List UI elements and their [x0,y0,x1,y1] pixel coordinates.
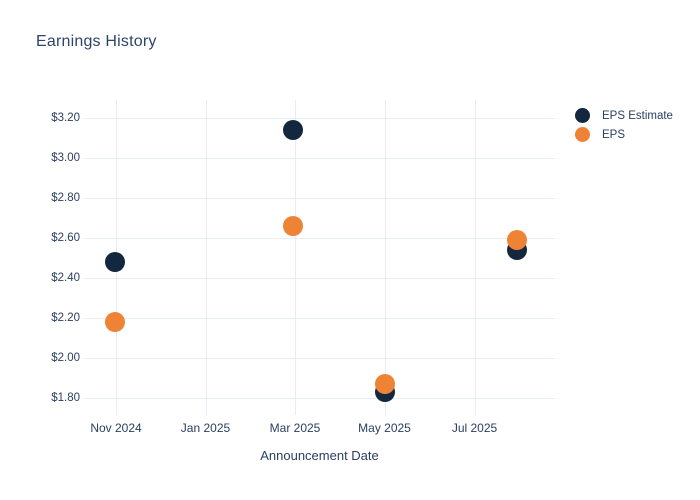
legend-label: EPS [602,128,626,141]
chart-title: Earnings History [36,33,157,50]
data-point-eps[interactable] [105,312,125,332]
legend-item-eps-estimate[interactable]: EPS Estimate [575,106,673,125]
data-point-eps-estimate[interactable] [283,120,303,140]
h-gridline [84,118,555,119]
plot-area[interactable] [84,100,555,415]
y-tick-label: $2.80 [51,192,80,204]
x-tick-label: May 2025 [358,421,411,435]
x-tick-label: Nov 2024 [90,421,142,435]
v-gridline [205,100,207,415]
legend-item-eps[interactable]: EPS [575,125,673,144]
y-tick-label: $1.80 [51,392,80,404]
x-axis-title: Announcement Date [260,448,379,463]
v-gridline [474,100,476,415]
data-point-eps-estimate[interactable] [105,252,125,272]
y-tick-label: $2.60 [51,232,80,244]
h-gridline [84,158,555,159]
y-tick-label: $2.00 [51,352,80,364]
h-gridline [84,238,555,239]
h-gridline [84,278,555,279]
x-tick-label: Jul 2025 [451,421,498,435]
data-point-eps[interactable] [507,230,527,250]
data-point-eps[interactable] [283,216,303,236]
legend-marker-eps-icon [575,127,590,142]
y-tick-label: $3.20 [51,112,80,124]
y-tick-label: $2.20 [51,312,80,324]
v-gridline [384,100,386,415]
h-gridline [84,398,555,399]
legend: EPS Estimate EPS [575,106,673,144]
x-tick-label: Jan 2025 [180,421,231,435]
y-tick-label: $3.00 [51,152,80,164]
data-point-eps[interactable] [374,374,395,394]
y-tick-label: $2.40 [51,272,80,284]
h-gridline [84,198,555,199]
h-gridline [84,318,555,319]
legend-marker-eps-estimate-icon [575,108,590,123]
legend-label: EPS Estimate [602,109,673,122]
h-gridline [84,358,555,359]
v-gridline [295,100,296,415]
x-tick-label: Mar 2025 [269,421,321,435]
